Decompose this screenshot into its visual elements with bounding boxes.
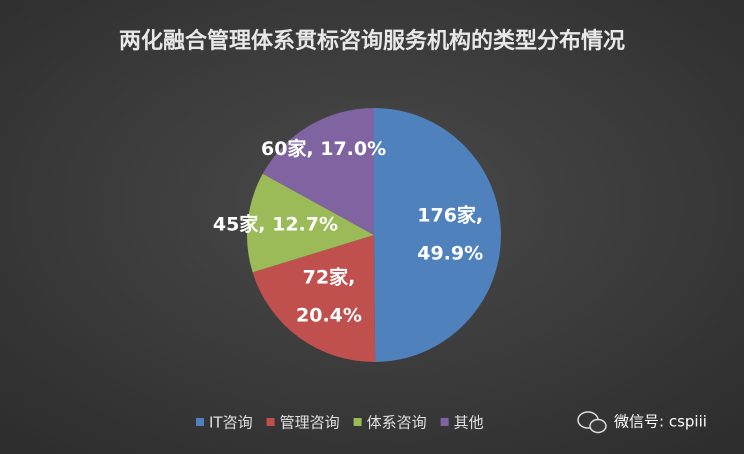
- chart-title: 两化融合管理体系贯标咨询服务机构的类型分布情况: [119, 28, 625, 54]
- pie-slice: [247, 173, 374, 273]
- pie-slice: [252, 235, 376, 362]
- legend-label: 管理咨询: [280, 414, 340, 432]
- data-label: 45家, 12.7%: [213, 212, 338, 235]
- wechat-icon: [589, 418, 607, 434]
- legend-label: 体系咨询: [367, 414, 427, 432]
- legend-label: IT咨询: [209, 414, 253, 432]
- watermark: 微信号: cspiii: [577, 411, 707, 434]
- legend-label: 其他: [454, 414, 484, 432]
- data-label: 60家, 17.0%: [261, 137, 386, 160]
- legend-swatch: [196, 418, 204, 426]
- data-label: 72家, 20.4%: [296, 265, 362, 326]
- legend-swatch: [353, 418, 362, 426]
- pie-slice: [374, 108, 501, 362]
- legend-swatch: [266, 418, 275, 426]
- legend-swatch: [440, 418, 449, 426]
- data-label: 176家, 49.9%: [417, 203, 483, 264]
- pie-slice: [262, 108, 374, 235]
- watermark-text: 微信号: cspiii: [614, 413, 707, 431]
